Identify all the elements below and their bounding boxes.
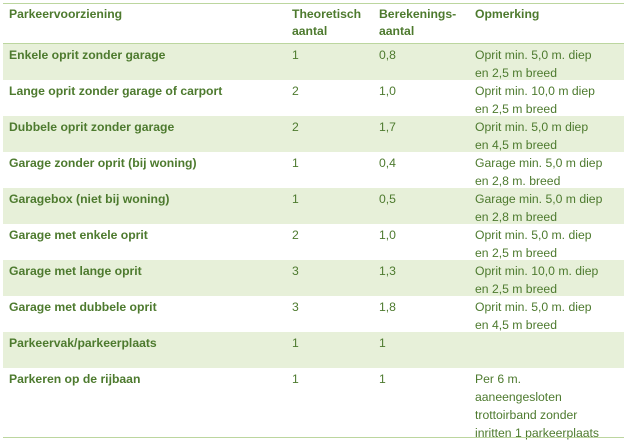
row-berekening: 1,8 [379,300,396,314]
header-line: Parkeervoorziening [9,7,123,21]
row-name: Garage met enkele oprit [9,228,148,242]
row-berekening: 1,7 [379,120,396,134]
table-header: Parkeervoorziening Theoretisch aantal Be… [3,3,624,44]
header-line: Opmerking [475,7,540,21]
opmerking-line: en 2,5 m breed [475,246,557,260]
row-opmerking: Oprit min. 5,0 m. diep en 2,5 m breed [471,44,624,80]
opmerking-line: Garage min. 5,0 m diep [475,156,603,170]
row-berekening: 0,5 [379,192,396,206]
row-name: Garagebox (niet bij woning) [9,192,170,206]
row-opmerking: Garage min. 5,0 m diep en 2,8 m. breed [471,152,624,188]
opmerking-line: en 2,8 m breed [475,210,557,224]
parking-table: Parkeervoorziening Theoretisch aantal Be… [3,3,624,440]
opmerking-line: inritten 1 parkeerplaats [475,426,599,440]
row-name: Garage met lange oprit [9,264,142,278]
row-name: Dubbele oprit zonder garage [9,120,175,134]
row-name: Garage met dubbele oprit [9,300,157,314]
opmerking-line: Oprit min. 5,0 m diep [475,120,589,134]
row-opmerking: Per 6 m. aaneengesloten trottoirband zon… [471,368,624,440]
row-name: Parkeervak/parkeerplaats [9,336,157,350]
row-theoretisch: 3 [292,300,299,314]
table-row: Garage met enkele oprit 2 1,0 Oprit min.… [3,224,624,260]
opmerking-line: Oprit min. 5,0 m. diep [475,48,592,62]
row-opmerking: Oprit min. 5,0 m. diep en 4,5 m breed [471,296,624,332]
row-opmerking: Oprit min. 10,0 m. diep en 2,5 m breed [471,260,624,296]
opmerking-line: aaneengesloten [475,390,562,404]
header-line: Berekenings- [379,7,457,21]
row-theoretisch: 3 [292,264,299,278]
row-name: Parkeren op de rijbaan [9,372,141,386]
opmerking-line: Oprit min. 5,0 m. diep [475,300,592,314]
row-name: Garage zonder oprit (bij woning) [9,156,197,170]
row-theoretisch: 1 [292,48,299,62]
table-bottom-border [3,437,624,438]
row-berekening: 1,0 [379,228,396,242]
opmerking-line: en 4,5 m breed [475,318,557,332]
row-berekening: 1 [379,372,386,386]
table-row: Parkeervak/parkeerplaats 1 1 [3,332,624,368]
header-opmerking: Opmerking [471,4,624,43]
opmerking-line: en 2,5 m breed [475,66,557,80]
opmerking-line: en 2,5 m breed [475,102,557,116]
row-berekening: 0,4 [379,156,396,170]
header-line: Theoretisch [292,7,362,21]
row-theoretisch: 1 [292,156,299,170]
row-opmerking [471,332,624,368]
opmerking-line: Garage min. 5,0 m diep [475,192,603,206]
opmerking-line: en 4,5 m breed [475,138,557,152]
opmerking-line: en 2,8 m. breed [475,174,561,188]
row-theoretisch: 1 [292,372,299,386]
row-name: Lange oprit zonder garage of carport [9,84,223,98]
row-theoretisch: 2 [292,120,299,134]
row-name: Enkele oprit zonder garage [9,48,166,62]
opmerking-line: Per 6 m. [475,372,522,386]
table-row: Garage met lange oprit 3 1,3 Oprit min. … [3,260,624,296]
header-line: aantal [379,24,415,38]
row-theoretisch: 2 [292,228,299,242]
header-theoretisch-aantal: Theoretisch aantal [288,4,375,43]
table-row: Parkeren op de rijbaan 1 1 Per 6 m. aane… [3,368,624,440]
opmerking-line: Oprit min. 10,0 m. diep [475,264,599,278]
row-theoretisch: 1 [292,336,299,350]
row-berekening: 1,3 [379,264,396,278]
opmerking-line: trottoirband zonder [475,408,578,422]
opmerking-line: en 2,5 m breed [475,282,557,296]
header-berekenings-aantal: Berekenings- aantal [375,4,471,43]
table-row: Garagebox (niet bij woning) 1 0,5 Garage… [3,188,624,224]
opmerking-line: Oprit min. 10,0 m diep [475,84,595,98]
header-line: aantal [292,24,328,38]
row-theoretisch: 1 [292,192,299,206]
table-row: Dubbele oprit zonder garage 2 1,7 Oprit … [3,116,624,152]
table-row: Garage met dubbele oprit 3 1,8 Oprit min… [3,296,624,332]
table-row: Garage zonder oprit (bij woning) 1 0,4 G… [3,152,624,188]
row-opmerking: Oprit min. 10,0 m diep en 2,5 m breed [471,80,624,116]
table-row: Lange oprit zonder garage of carport 2 1… [3,80,624,116]
row-berekening: 1 [379,336,386,350]
row-opmerking: Oprit min. 5,0 m diep en 4,5 m breed [471,116,624,152]
row-opmerking: Oprit min. 5,0 m. diep en 2,5 m breed [471,224,624,260]
row-theoretisch: 2 [292,84,299,98]
row-berekening: 0,8 [379,48,396,62]
row-berekening: 1,0 [379,84,396,98]
opmerking-line: Oprit min. 5,0 m. diep [475,228,592,242]
row-opmerking: Garage min. 5,0 m diep en 2,8 m breed [471,188,624,224]
table-row: Enkele oprit zonder garage 1 0,8 Oprit m… [3,44,624,80]
header-parkeervoorziening: Parkeervoorziening [3,4,288,43]
